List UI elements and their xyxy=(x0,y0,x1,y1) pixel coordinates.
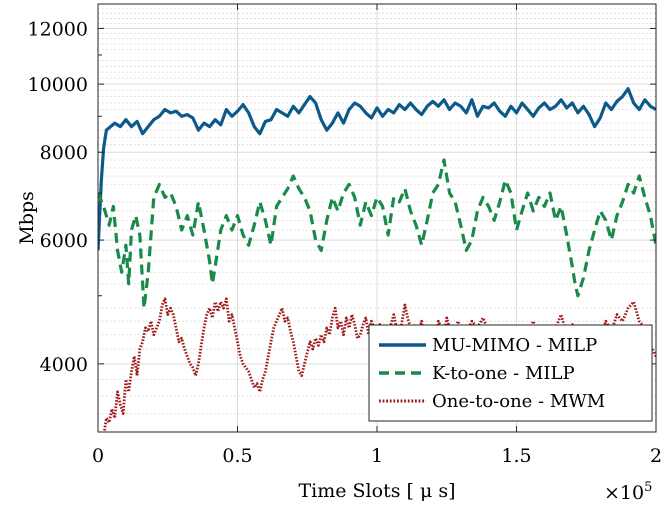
y-tick-label: 4000 xyxy=(40,354,88,376)
y-tick-label: 6000 xyxy=(40,230,88,252)
series-line-one-to-one-mwm xyxy=(102,297,656,432)
x-multiplier-exponent: 5 xyxy=(644,480,652,495)
legend: MU-MIMO - MILP K-to-one - MILP One-to-on… xyxy=(368,324,653,422)
x-tick-label: 1.5 xyxy=(501,445,531,467)
series-line-k-to-one-milp xyxy=(98,158,656,310)
y-tick-label: 10000 xyxy=(28,74,88,96)
x-axis-label: Time Slots [ μ s] xyxy=(298,480,455,502)
x-tick-label: 2 xyxy=(650,445,662,467)
x-axis: 0 0.5 1 1.5 2 xyxy=(92,4,662,467)
legend-label-mu-mimo: MU-MIMO - MILP xyxy=(432,335,597,356)
y-axis: 4000 6000 8000 10000 12000 xyxy=(28,18,656,376)
x-tick-label: 1 xyxy=(371,445,383,467)
legend-label-one-to-one: One-to-one - MWM xyxy=(432,391,605,412)
y-axis-label: Mbps xyxy=(16,191,38,245)
legend-label-k-to-one: K-to-one - MILP xyxy=(432,363,575,384)
series-layer xyxy=(98,87,656,432)
x-tick-label: 0.5 xyxy=(222,445,252,467)
y-tick-label: 12000 xyxy=(28,18,88,40)
x-multiplier-base: ×10 xyxy=(604,482,644,504)
y-tick-label: 8000 xyxy=(40,142,88,164)
series-line-mu-mimo-milp xyxy=(98,87,656,251)
x-tick-label: 0 xyxy=(92,445,104,467)
x-axis-multiplier: ×105 xyxy=(604,480,652,504)
